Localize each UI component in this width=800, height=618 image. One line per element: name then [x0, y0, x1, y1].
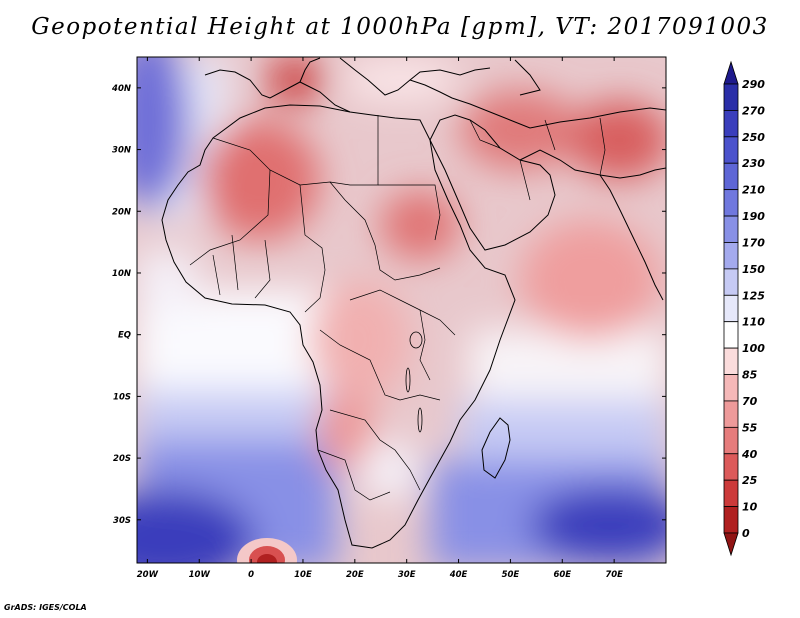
colorbar-box — [723, 374, 739, 402]
y-tick-label: 20N — [112, 207, 131, 217]
y-axis: 40N 30N 20N 10N EQ 10S 20S 30S — [111, 84, 666, 526]
chart-title: Geopotential Height at 1000hPa [gpm], VT… — [31, 14, 769, 40]
colorbar-box — [723, 294, 739, 323]
y-tick-label: 30S — [113, 516, 131, 526]
plot-frame — [136, 56, 667, 564]
colorbar-box — [723, 242, 739, 270]
y-tick-label: EQ — [118, 331, 131, 341]
y-tick-label: 40N — [111, 84, 131, 94]
colorbar-box — [723, 453, 739, 481]
x-axis: 20W 10W 0 10E 20E 30E 40E 50E 60E 70E — [137, 57, 623, 580]
colorbar-label: 270 — [742, 104, 765, 117]
colorbar-label: 10 — [742, 501, 758, 514]
colorbar-top-arrow — [723, 60, 739, 85]
colorbar-box — [723, 400, 739, 428]
colorbar-label: 290 — [742, 78, 765, 91]
x-tick-label: 10E — [294, 570, 312, 580]
x-tick-label: 40E — [449, 570, 468, 580]
colorbar-label: 210 — [742, 184, 765, 197]
colorbar-bottom-arrow — [723, 532, 739, 557]
colorbar-box — [723, 426, 739, 455]
colorbar-label: 100 — [742, 342, 765, 355]
colorbar-box — [723, 479, 739, 507]
y-tick-label: 10S — [113, 392, 131, 402]
x-tick-label: 20W — [137, 570, 159, 580]
colorbar-box — [723, 215, 739, 243]
colorbar-label: 170 — [742, 236, 765, 249]
y-tick-label: 20S — [113, 454, 131, 464]
colorbar: 2902702502302101901701501251101008570554… — [723, 60, 765, 557]
colorbar-box — [723, 347, 739, 375]
x-tick-label: 30E — [398, 570, 416, 580]
colorbar-label: 55 — [742, 421, 758, 434]
x-tick-label: 20E — [346, 570, 364, 580]
y-tick-label: 10N — [112, 269, 131, 279]
colorbar-box — [723, 506, 739, 534]
footer-credit: GrADS: IGES/COLA — [4, 603, 87, 612]
country-borders — [189, 115, 606, 501]
colorbar-label: 230 — [742, 157, 765, 170]
x-tick-label: 10W — [189, 570, 211, 580]
height-field — [137, 57, 666, 563]
colorbar-box — [723, 110, 739, 138]
colorbar-box — [723, 162, 739, 191]
colorbar-box — [723, 189, 739, 217]
colorbar-box — [723, 321, 739, 349]
colorbar-label: 85 — [742, 369, 758, 382]
colorbar-label: 110 — [742, 316, 765, 329]
colorbar-label: 40 — [741, 448, 758, 461]
x-tick-label: 60E — [553, 570, 571, 580]
x-tick-label: 0 — [248, 570, 254, 580]
colorbar-label: 25 — [742, 474, 758, 487]
colorbar-label: 150 — [742, 263, 765, 276]
colorbar-box — [723, 268, 739, 296]
colorbar-label: 190 — [742, 210, 765, 223]
colorbar-label: 125 — [742, 289, 765, 302]
colorbar-box — [723, 136, 739, 164]
colorbar-label: 0 — [742, 527, 750, 540]
x-tick-label: 70E — [605, 570, 623, 580]
lakes — [405, 331, 423, 433]
y-tick-label: 30N — [112, 146, 131, 156]
colorbar-label: 250 — [742, 131, 765, 144]
x-tick-label: 50E — [502, 570, 520, 580]
colorbar-label: 70 — [742, 395, 758, 408]
colorbar-box — [723, 83, 739, 111]
